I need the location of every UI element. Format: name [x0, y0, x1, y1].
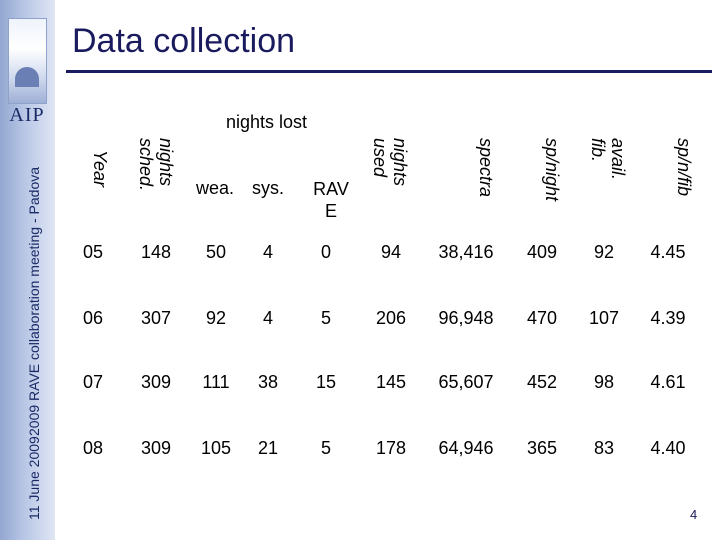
cell-nights-sched: 307	[140, 308, 172, 328]
header-rave: RAV E	[313, 179, 349, 221]
header-nights-sched: nights sched.	[136, 138, 176, 192]
sidebar-date: 11 June 2009	[26, 436, 42, 520]
header-spectra: spectra	[476, 138, 496, 198]
cell-nights-sched: 309	[140, 438, 172, 458]
cell-sys: 4	[262, 242, 273, 262]
cell-sys: 4	[262, 308, 273, 328]
cell-avail-fib: 83	[593, 438, 615, 458]
cell-nights-used: 178	[375, 438, 407, 458]
cell-rave: 5	[320, 308, 331, 328]
cell-sys: 38	[257, 372, 279, 392]
cell-avail-fib: 107	[588, 308, 620, 328]
header-sys: sys.	[252, 178, 285, 198]
cell-year: 07	[82, 372, 104, 392]
aip-logo-image	[8, 18, 47, 104]
cell-rave: 5	[320, 438, 331, 458]
cell-rave: 15	[315, 372, 337, 392]
header-sp-n-fib: sp/n/fib	[674, 138, 694, 197]
header-wea: wea.	[196, 178, 235, 198]
sidebar: AIP 11 June 2009 2009 RAVE collaboration…	[0, 0, 55, 540]
cell-year: 06	[82, 308, 104, 328]
cell-sp-n-fib: 4.45	[650, 242, 686, 262]
slide-title: Data collection	[72, 22, 296, 60]
cell-nights-used: 145	[375, 372, 407, 392]
header-nights-lost: nights lost	[226, 112, 308, 132]
header-nights-used: nights used	[370, 138, 410, 187]
cell-nights-used: 206	[375, 308, 407, 328]
sidebar-meeting: 2009 RAVE collaboration meeting - Padova	[26, 166, 42, 436]
cell-spectra: 96,948	[438, 308, 494, 328]
cell-sp-night: 452	[526, 372, 558, 392]
header-year: Year	[90, 150, 110, 188]
cell-sp-night: 365	[526, 438, 558, 458]
cell-wea: 50	[205, 242, 227, 262]
cell-avail-fib: 98	[593, 372, 615, 392]
cell-avail-fib: 92	[593, 242, 615, 262]
aip-logo-text: AIP	[9, 104, 45, 126]
cell-year: 05	[82, 242, 104, 262]
cell-year: 08	[82, 438, 104, 458]
cell-nights-sched: 309	[140, 372, 172, 392]
cell-nights-used: 94	[380, 242, 402, 262]
cell-sp-night: 470	[526, 308, 558, 328]
cell-wea: 105	[200, 438, 232, 458]
cell-sp-night: 409	[526, 242, 558, 262]
cell-sys: 21	[257, 438, 279, 458]
cell-sp-n-fib: 4.61	[650, 372, 686, 392]
cell-spectra: 64,946	[438, 438, 494, 458]
cell-spectra: 65,607	[438, 372, 494, 392]
page-number: 4	[690, 507, 698, 522]
cell-spectra: 38,416	[438, 242, 494, 262]
title-divider	[66, 70, 712, 73]
cell-wea: 111	[202, 372, 230, 392]
cell-sp-n-fib: 4.40	[650, 438, 686, 458]
cell-wea: 92	[205, 308, 227, 328]
cell-sp-n-fib: 4.39	[650, 308, 686, 328]
cell-rave: 0	[320, 242, 331, 262]
cell-nights-sched: 148	[140, 242, 172, 262]
header-avail-fib: avail. fib.	[588, 138, 628, 181]
header-sp-night: sp/night	[542, 138, 562, 202]
